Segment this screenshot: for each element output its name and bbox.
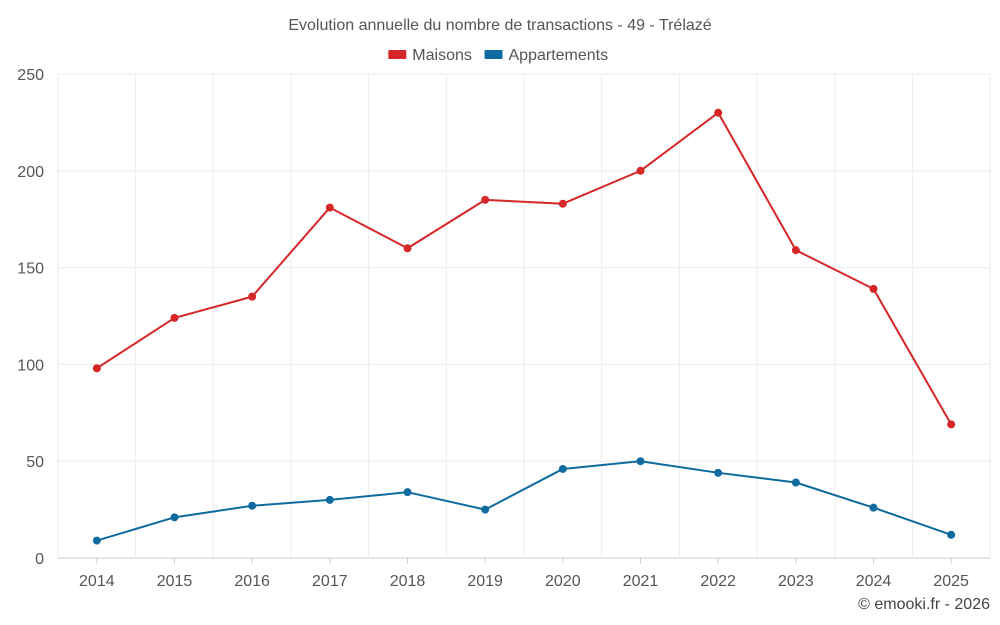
data-point-maisons-2018: Maisons 2018: 160 (403, 244, 412, 253)
x-tick-2017: 2017 (312, 573, 348, 590)
data-point-appartements-2021: Appartements 2021: 50 (636, 457, 645, 466)
data-point-maisons-2021: Maisons 2021: 200 (636, 166, 645, 175)
legend: Maisons Appartements (388, 47, 608, 64)
x-tick-2015: 2015 (157, 573, 193, 590)
x-tick-2025: 2025 (933, 573, 969, 590)
series-layer: Maisons 2014: 98 Maisons 2015: 124 Maisons… (92, 108, 956, 545)
y-axis: 0 50 100 150 200 250 (17, 67, 44, 568)
x-tick-2021: 2021 (623, 573, 659, 590)
y-tick-200: 200 (17, 164, 44, 181)
data-point-maisons-2020: Maisons 2020: 183 (558, 199, 567, 208)
data-point-appartements-2019: Appartements 2019: 25 (481, 505, 490, 514)
x-tick-2022: 2022 (700, 573, 736, 590)
data-point-maisons-2017: Maisons 2017: 181 (325, 203, 334, 212)
gridlines (57, 73, 991, 559)
credit-text: © emooki.fr - 2026 (858, 596, 990, 613)
data-point-appartements-2017: Appartements 2017: 30 (325, 495, 334, 504)
data-point-appartements-2024: Appartements 2024: 26 (869, 503, 878, 512)
legend-label-maisons: Maisons (412, 47, 472, 64)
series-line-maisons (96, 111, 953, 425)
x-tick-2024: 2024 (856, 573, 892, 590)
data-point-maisons-2019: Maisons 2019: 185 (481, 195, 490, 204)
series-line-appartements (96, 460, 952, 542)
x-axis: 2014 2015 2016 2017 2018 2019 2020 2021 2022 2023… (79, 558, 969, 590)
chart-title: Evolution annuelle du nombre de transact… (288, 17, 711, 34)
x-tick-2018: 2018 (390, 573, 426, 590)
data-point-appartements-2014: Appartements 2014: 9 (92, 536, 101, 545)
data-point-appartements-2016: Appartements 2016: 27 (248, 501, 257, 510)
x-tick-2023: 2023 (778, 573, 814, 590)
legend-swatch-appartements (484, 50, 503, 59)
y-tick-250: 250 (17, 67, 44, 84)
x-tick-2014: 2014 (79, 573, 115, 590)
data-point-maisons-2022: Maisons 2022: 230 (714, 108, 723, 117)
data-point-maisons-2016: Maisons 2016: 135 (248, 292, 257, 301)
x-tick-2020: 2020 (545, 573, 581, 590)
data-point-maisons-2024: Maisons 2024: 139 (869, 284, 878, 293)
y-tick-150: 150 (17, 261, 44, 278)
data-point-appartements-2018: Appartements 2018: 34 (403, 488, 412, 497)
data-point-maisons-2025: Maisons 2025: 69 (947, 420, 956, 429)
data-point-maisons-2015: Maisons 2015: 124 (170, 313, 179, 322)
legend-swatch-maisons (388, 50, 407, 59)
data-point-maisons-2014: Maisons 2014: 98 (92, 364, 101, 373)
y-tick-0: 0 (35, 551, 44, 568)
x-tick-2019: 2019 (467, 573, 503, 590)
y-tick-100: 100 (17, 357, 44, 374)
data-point-appartements-2020: Appartements 2020: 46 (558, 464, 567, 473)
y-tick-50: 50 (26, 454, 44, 471)
data-point-appartements-2025: Appartements 2025: 12 (947, 530, 956, 539)
legend-label-appartements: Appartements (509, 47, 609, 64)
data-point-maisons-2023: Maisons 2023: 159 (791, 246, 800, 255)
data-point-appartements-2022: Appartements 2022: 44 (714, 468, 723, 477)
data-point-appartements-2023: Appartements 2023: 39 (791, 478, 800, 487)
data-point-appartements-2015: Appartements 2015: 21 (170, 513, 179, 522)
x-tick-2016: 2016 (234, 573, 270, 590)
legend-item-maisons: Maisons (388, 47, 472, 64)
legend-item-appartements: Appartements (484, 47, 609, 64)
